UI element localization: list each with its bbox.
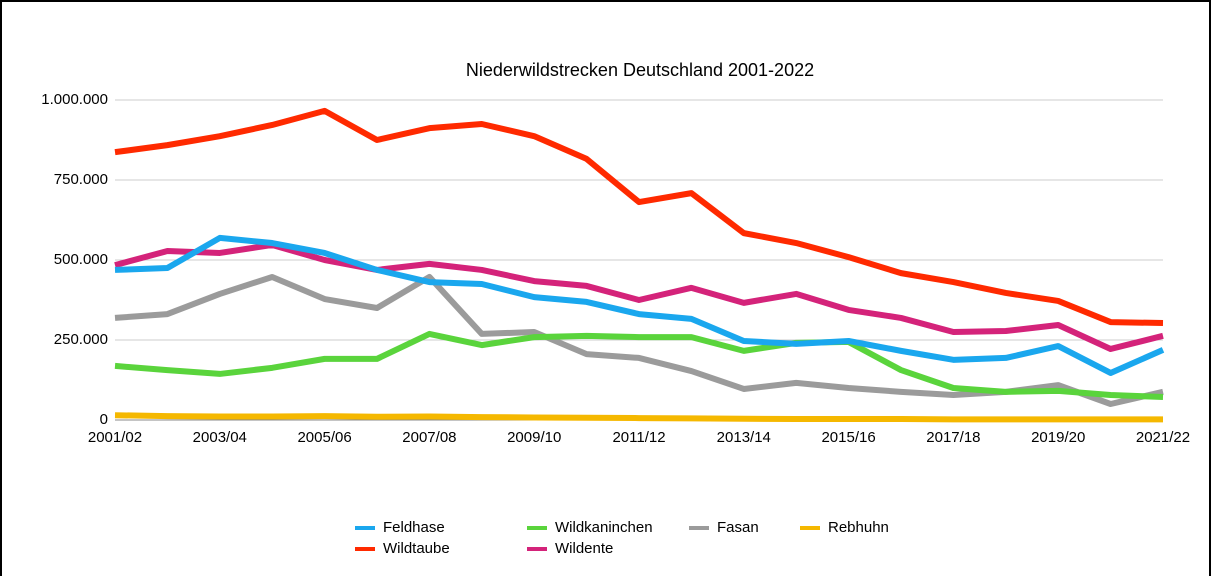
x-tick-label: 2011/12	[612, 429, 665, 446]
chart-title: Niederwildstrecken Deutschland 2001-2022	[466, 60, 814, 80]
series-line	[114, 107, 1164, 327]
x-tick-label: 2017/18	[926, 429, 980, 446]
y-tick-label: 500.000	[54, 251, 108, 268]
x-tick-label: 2021/22	[1136, 429, 1190, 446]
legend-label: Fasan	[717, 519, 759, 536]
y-tick-label: 750.000	[54, 171, 108, 188]
series-line	[114, 241, 1164, 352]
series-line	[114, 412, 1163, 423]
y-tick-label: 0	[100, 411, 108, 428]
series-line	[114, 330, 1164, 400]
legend-label: Feldhase	[383, 519, 445, 536]
legend-label: Wildente	[555, 540, 613, 557]
x-tick-label: 2009/10	[507, 429, 561, 446]
legend-label: Wildkaninchen	[555, 519, 653, 536]
x-tick-label: 2015/16	[821, 429, 875, 446]
x-tick-label: 2019/20	[1031, 429, 1085, 446]
legend-label: Wildtaube	[383, 540, 450, 557]
x-tick-label: 2013/14	[717, 429, 771, 446]
series-line	[114, 234, 1165, 376]
x-tick-label: 2003/04	[193, 429, 247, 446]
y-tick-label: 1.000.000	[41, 91, 108, 108]
x-tick-label: 2007/08	[402, 429, 456, 446]
x-tick-label: 2001/02	[88, 429, 142, 446]
y-tick-label: 250.000	[54, 331, 108, 348]
legend-label: Rebhuhn	[828, 519, 889, 536]
x-tick-label: 2005/06	[297, 429, 351, 446]
